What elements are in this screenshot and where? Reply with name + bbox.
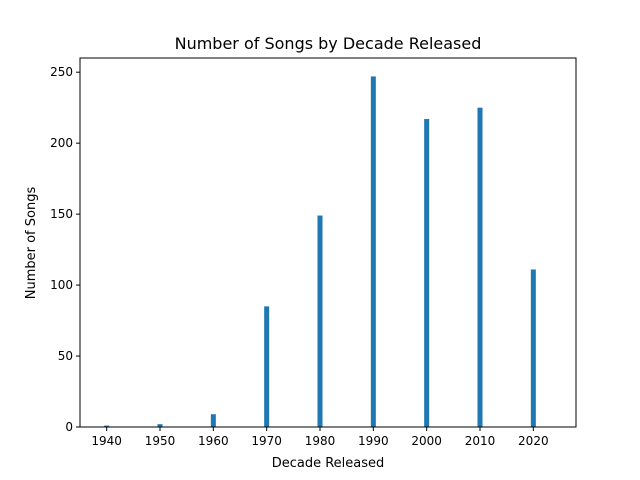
y-axis-ticks: 0 50 100 150 200 250 <box>50 65 80 434</box>
bar-1990 <box>370 76 376 427</box>
bar-1950 <box>157 424 163 427</box>
bar-2010 <box>477 107 483 427</box>
y-tick-label: 200 <box>50 136 73 150</box>
y-tick-label: 250 <box>50 65 73 79</box>
x-axis-ticks: 1940 1950 1960 1970 1980 1990 2000 2010 2020 <box>91 427 549 448</box>
bars-group <box>104 76 536 428</box>
x-tick-label: 2000 <box>411 434 442 448</box>
x-tick-label: 1960 <box>198 434 229 448</box>
bar-2000 <box>424 119 430 428</box>
x-tick-label: 1980 <box>305 434 336 448</box>
y-tick-label: 50 <box>58 349 73 363</box>
x-tick-label: 2020 <box>518 434 549 448</box>
bar-1970 <box>264 306 270 427</box>
x-tick-label: 1950 <box>145 434 176 448</box>
x-tick-label: 1970 <box>251 434 282 448</box>
y-axis-label: Number of Songs <box>24 187 39 300</box>
plot-frame <box>79 57 577 428</box>
y-tick-label: 0 <box>65 420 73 434</box>
x-tick-label: 2010 <box>465 434 496 448</box>
bar-1980 <box>317 215 323 427</box>
y-tick-label: 150 <box>50 207 73 221</box>
bar-2020 <box>530 269 536 427</box>
chart-title: Number of Songs by Decade Released <box>175 34 482 53</box>
bar-1960 <box>210 414 216 427</box>
x-tick-label: 1990 <box>358 434 389 448</box>
bar-1940 <box>104 425 110 427</box>
x-tick-label: 1940 <box>91 434 122 448</box>
x-axis-label: Decade Released <box>272 456 385 471</box>
y-tick-label: 100 <box>50 278 73 292</box>
